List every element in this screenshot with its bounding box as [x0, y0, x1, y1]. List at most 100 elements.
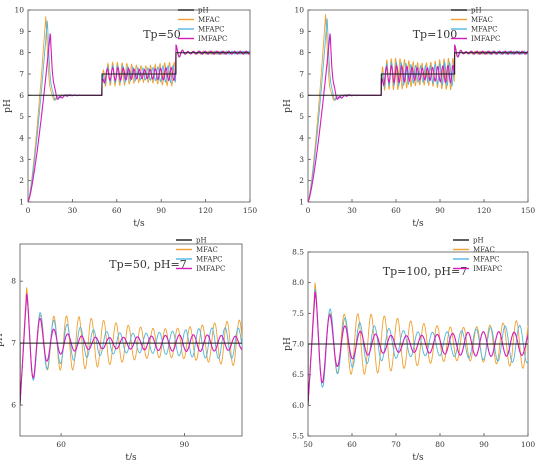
- y-axis-label: pH: [3, 99, 13, 113]
- y-tick-label: 8: [11, 277, 16, 286]
- y-tick-label: 7: [19, 70, 24, 79]
- legend-label: IMFAPC: [473, 265, 502, 273]
- legend-label: MFAPC: [471, 26, 498, 34]
- y-tick-label: 10: [14, 6, 24, 15]
- y-tick-label: 5: [299, 112, 304, 121]
- y-tick-label: 5: [19, 112, 24, 121]
- y-axis-label: pH: [0, 333, 5, 347]
- x-tick-label: 90: [180, 440, 190, 449]
- y-tick-label: 1: [299, 198, 304, 207]
- series-line-ph: [308, 343, 528, 406]
- y-tick-label: 7.5: [292, 309, 304, 318]
- plot-frame: [27, 9, 251, 203]
- y-axis-label: pH: [283, 337, 293, 351]
- series-line-mfapc: [20, 296, 242, 406]
- series-line-imfapc: [20, 293, 242, 406]
- chart-title: Tp=50: [143, 28, 181, 41]
- x-axis-label: t/s: [412, 453, 424, 460]
- legend-label: pH: [198, 7, 209, 15]
- chart-panel-3: 60 90 6 7 8 t/s pH Tp=50, pH=7 pH MFAC MFAPC IMFAPC: [0, 230, 275, 463]
- chart-panel-2: 0 30 60 90 120 150 1 2 3 4 5 6 7 8 9 10 t/s pH Tp=100 pH MFA…: [275, 0, 550, 230]
- x-tick-label: 70: [391, 440, 401, 449]
- series-line-mfac: [28, 16, 250, 202]
- plot-frame: [307, 9, 529, 203]
- y-tick-label: 2: [299, 176, 304, 185]
- series-line-ph: [28, 52, 250, 96]
- y-tick-label: 7: [299, 70, 304, 79]
- y-axis-label: pH: [283, 99, 293, 113]
- x-tick-label: 50: [303, 440, 313, 449]
- legend-label: MFAC: [471, 16, 493, 24]
- legend-label: MFAC: [473, 246, 495, 254]
- legend-label: pH: [473, 237, 484, 245]
- chart-tp50-full: 0 30 60 90 120 15012345678910t/spHTp=50pHMFAC…: [3, 6, 258, 230]
- y-tick-label: 10: [294, 6, 304, 15]
- x-tick-label: 0: [306, 206, 311, 215]
- series-line-mfapc: [308, 288, 528, 406]
- x-tick-label: 100: [521, 440, 536, 449]
- series-group: [308, 282, 528, 406]
- x-axis-label: t/s: [412, 219, 424, 229]
- y-tick-label: 9: [299, 27, 304, 36]
- legend-label: MFAPC: [196, 256, 223, 264]
- plot-frame: [19, 243, 243, 437]
- chart-title: Tp=50, pH=7: [109, 258, 186, 271]
- x-tick-label: 30: [68, 206, 78, 215]
- x-tick-label: 120: [198, 206, 213, 215]
- x-tick-label: 120: [477, 206, 492, 215]
- chart-title: Tp=100, pH=7: [383, 265, 467, 278]
- legend-label: MFAPC: [198, 26, 225, 34]
- y-tick-label: 4: [299, 134, 304, 143]
- x-tick-label: 90: [435, 206, 445, 215]
- y-tick-label: 7: [11, 339, 16, 348]
- series-line-mfapc: [28, 20, 250, 202]
- x-tick-label: 90: [156, 206, 166, 215]
- y-tick-label: 3: [299, 155, 304, 164]
- y-tick-label: 8: [299, 48, 304, 57]
- legend-label: IMFAPC: [196, 265, 225, 273]
- x-tick-label: 60: [56, 440, 66, 449]
- series-line-ph: [20, 342, 242, 405]
- series-group: [308, 14, 528, 202]
- x-tick-label: 150: [243, 206, 258, 215]
- y-tick-label: 6.0: [292, 401, 304, 410]
- series-group: [28, 16, 250, 202]
- legend-label: IMFAPC: [198, 35, 227, 43]
- legend-label: MFAC: [198, 16, 220, 24]
- x-tick-label: 0: [26, 206, 31, 215]
- series-line-imfapc: [308, 33, 528, 202]
- legend-label: IMFAPC: [471, 35, 500, 43]
- y-tick-label: 9: [19, 27, 24, 36]
- legend-label: MFAPC: [473, 256, 500, 264]
- series-group: [20, 287, 242, 406]
- x-axis-label: t/s: [125, 453, 137, 460]
- x-tick-label: 60: [391, 206, 401, 215]
- y-tick-label: 6: [11, 401, 16, 410]
- y-tick-label: 6: [19, 91, 24, 100]
- y-tick-label: 8.0: [292, 278, 304, 287]
- y-tick-label: 3: [19, 155, 24, 164]
- y-tick-label: 6: [299, 91, 304, 100]
- y-tick-label: 1: [19, 198, 24, 207]
- x-tick-label: 90: [479, 440, 489, 449]
- chart-tp100-full: 0 30 60 90 120 15012345678910t/spHTp=100pHMFA…: [283, 6, 536, 230]
- y-tick-label: 5.5: [292, 432, 304, 441]
- x-tick-label: 150: [521, 206, 536, 215]
- series-line-ph: [308, 52, 528, 96]
- y-tick-label: 8.5: [292, 248, 304, 257]
- x-tick-label: 60: [112, 206, 122, 215]
- x-tick-label: 60: [347, 440, 357, 449]
- y-tick-label: 8: [19, 48, 24, 57]
- legend-label: pH: [471, 7, 482, 15]
- series-line-mfapc: [308, 18, 528, 202]
- series-line-mfac: [20, 287, 242, 406]
- chart-tp100-zoom: 50 60 70 80 90 100 5.5 6.0 6.5 7.0 7.5 8.0 8.5 t/s pH T…: [283, 237, 536, 464]
- x-tick-label: 30: [347, 206, 357, 215]
- y-tick-label: 2: [19, 176, 24, 185]
- y-tick-label: 4: [19, 134, 24, 143]
- chart-title: Tp=100: [413, 28, 458, 41]
- y-tick-label: 7.0: [292, 340, 304, 349]
- chart-panel-4: 50 60 70 80 90 100 5.5 6.0 6.5 7.0 7.5 8.0 8.5 t/s pH T…: [275, 230, 550, 464]
- x-axis-label: t/s: [133, 219, 145, 229]
